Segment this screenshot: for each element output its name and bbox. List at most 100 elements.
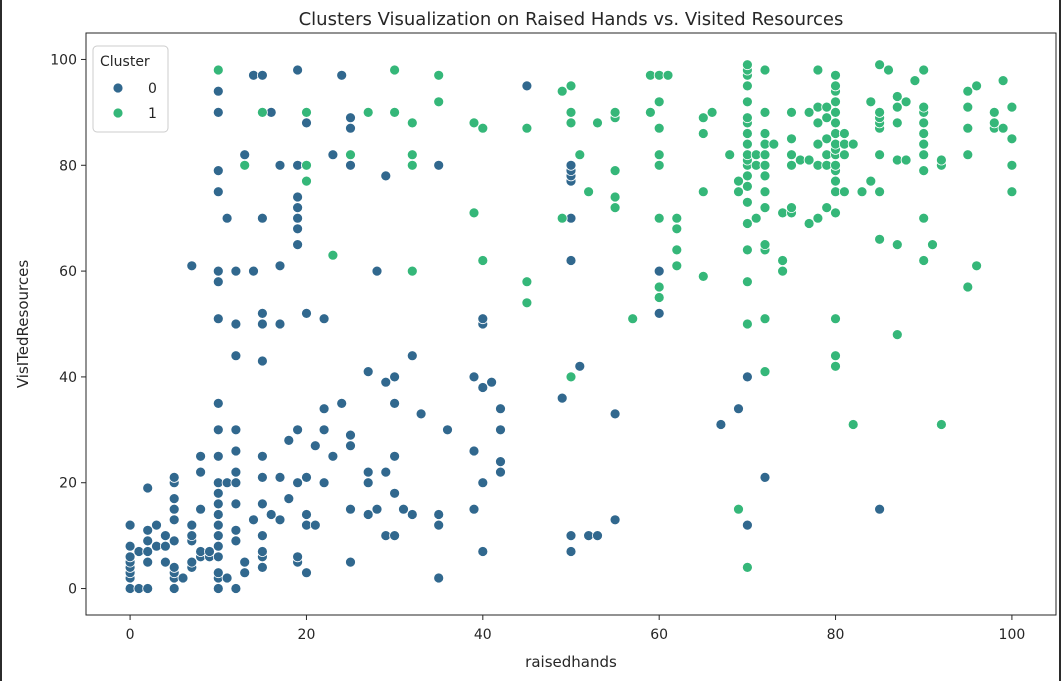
data-point-cluster-0 [212,397,224,409]
data-point-cluster-0 [292,551,304,563]
data-point-cluster-0 [495,403,506,415]
data-point-cluster-0 [256,318,268,330]
data-point-cluster-1 [759,366,771,378]
data-point-cluster-1 [830,175,841,187]
plot-area-frame [85,32,1057,616]
data-point-cluster-1 [803,218,815,229]
data-point-cluster-0 [212,487,224,499]
data-point-cluster-0 [292,202,304,214]
data-point-cluster-0 [168,493,180,505]
data-point-cluster-1 [918,165,930,177]
data-point-cluster-1 [239,159,251,171]
data-point-cluster-1 [962,149,974,161]
x-tick-label: 60 [650,627,668,643]
y-tick-label: 80 [59,158,77,174]
data-point-cluster-1 [759,186,771,198]
data-point-cluster-0 [168,514,180,526]
data-point-cluster-1 [918,117,930,129]
data-point-cluster-1 [821,133,833,145]
data-point-cluster-0 [168,583,180,594]
data-point-cluster-1 [918,128,930,139]
data-point-cluster-1 [592,117,603,129]
data-point-cluster-1 [962,281,974,293]
data-point-cluster-0 [574,360,586,372]
data-point-cluster-1 [830,207,841,219]
data-point-cluster-0 [336,397,348,409]
data-point-cluster-1 [733,175,744,187]
data-point-cluster-1 [927,239,938,251]
data-point-cluster-0 [345,159,356,171]
data-point-cluster-1 [786,133,797,145]
data-point-cluster-1 [803,154,815,166]
data-point-cluster-0 [186,556,198,568]
data-point-cluster-0 [256,212,268,224]
data-point-cluster-1 [759,159,771,171]
x-tick-label: 80 [827,627,845,643]
data-point-cluster-0 [256,450,268,462]
data-point-cluster-1 [609,191,621,203]
data-point-cluster-1 [406,159,418,171]
data-point-cluster-0 [159,556,171,568]
data-point-cluster-1 [918,149,930,161]
data-point-cluster-1 [389,64,401,76]
data-point-cluster-1 [786,159,797,171]
data-point-cluster-0 [212,530,224,541]
data-point-cluster-1 [433,96,445,108]
data-point-cluster-0 [274,159,286,171]
data-point-cluster-1 [874,149,885,161]
data-point-cluster-0 [318,403,330,415]
data-point-cluster-1 [830,107,841,118]
data-point-cluster-0 [256,69,268,81]
data-point-cluster-0 [274,471,286,483]
data-point-cluster-1 [750,212,762,224]
data-point-cluster-0 [186,519,198,531]
data-point-cluster-0 [653,265,665,277]
data-point-cluster-1 [742,59,753,71]
data-point-cluster-0 [406,509,418,520]
data-point-cluster-1 [997,75,1009,86]
data-point-cluster-1 [653,149,665,161]
data-point-cluster-1 [883,64,894,76]
data-point-cluster-1 [786,202,797,214]
data-point-cluster-0 [380,170,392,182]
data-point-cluster-0 [477,382,489,393]
data-point-cluster-1 [830,80,841,92]
legend-label-cluster-1: 1 [148,106,157,122]
data-point-cluster-0 [415,408,427,420]
data-point-cluster-0 [230,498,242,510]
data-point-cluster-0 [177,572,189,584]
data-point-cluster-1 [468,117,480,129]
data-point-cluster-0 [212,551,224,563]
data-point-cluster-1 [759,313,771,325]
data-point-cluster-0 [292,191,304,203]
data-point-cluster-0 [195,450,207,462]
data-point-cluster-1 [389,107,401,118]
data-point-cluster-1 [742,180,753,192]
data-point-cluster-1 [856,186,868,198]
data-point-cluster-1 [918,212,930,224]
data-point-cluster-0 [556,392,568,404]
data-point-cluster-0 [318,424,330,436]
data-point-cluster-0 [380,466,392,478]
data-point-cluster-1 [759,170,771,182]
data-point-cluster-1 [556,85,568,97]
data-point-cluster-0 [468,503,480,515]
data-point-cluster-0 [221,212,233,224]
data-point-cluster-0 [309,519,321,531]
data-point-cluster-0 [151,519,162,531]
data-point-cluster-1 [565,80,577,92]
data-point-cluster-0 [142,546,154,557]
data-point-cluster-1 [609,165,621,177]
data-point-cluster-1 [733,186,744,198]
data-point-cluster-0 [212,276,224,288]
data-point-cluster-0 [609,514,621,526]
data-point-cluster-1 [697,112,709,124]
data-point-cluster-0 [468,371,480,383]
data-point-cluster-0 [230,524,242,536]
data-point-cluster-0 [230,265,242,277]
data-point-cluster-1 [706,107,718,118]
data-point-cluster-0 [248,265,259,277]
data-point-cluster-0 [609,408,621,420]
data-point-cluster-1 [671,212,683,224]
data-point-cluster-0 [327,450,339,462]
